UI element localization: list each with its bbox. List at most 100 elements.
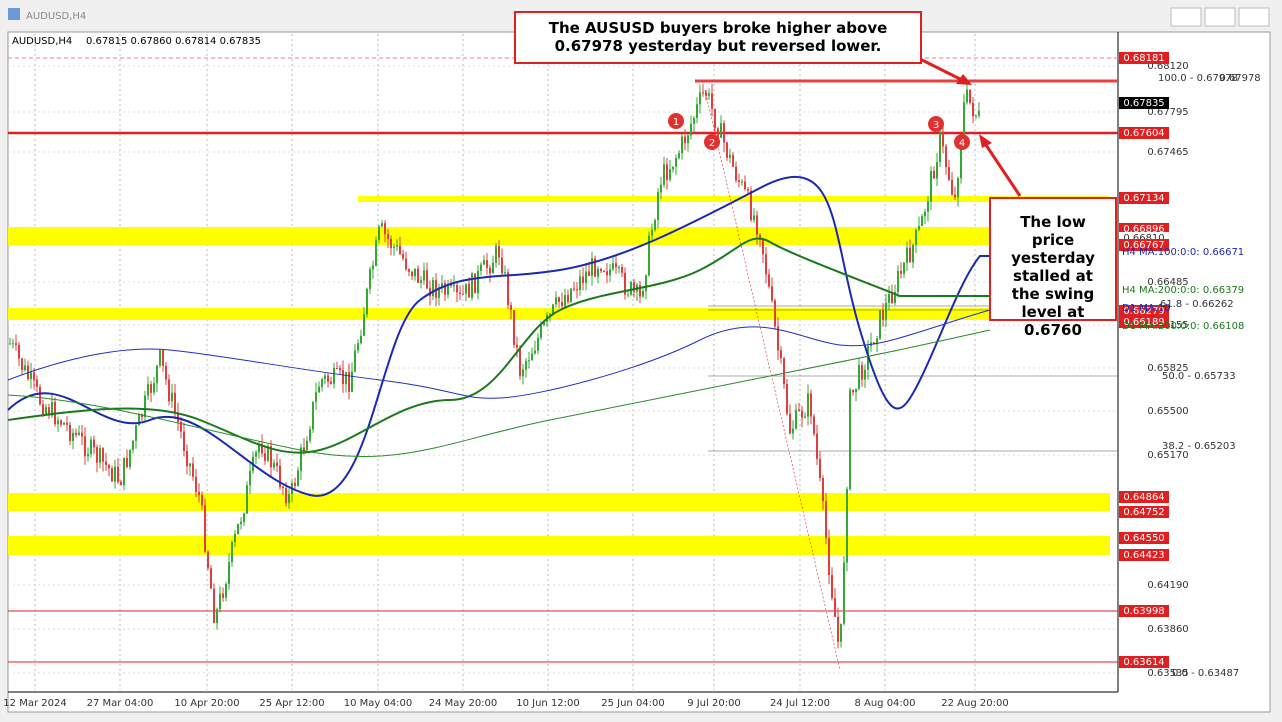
candle-body [789, 413, 791, 434]
candle-body [342, 370, 344, 385]
date-label: 24 May 20:00 [429, 698, 498, 709]
candle-body [597, 268, 599, 277]
candle-body [126, 457, 128, 467]
candle-body [33, 372, 35, 380]
window-icon [8, 8, 20, 20]
candle-body [174, 392, 176, 413]
candle-body [15, 343, 17, 345]
maximize-button[interactable] [1204, 7, 1236, 27]
candle-body [519, 347, 521, 377]
candle-body [768, 274, 770, 287]
candle-body [327, 375, 329, 382]
price-level-label: 0.67604 [1123, 128, 1164, 139]
candle-body [501, 257, 503, 274]
candle-body [750, 190, 752, 221]
price-level-box [1119, 316, 1169, 328]
candle-body [480, 264, 482, 271]
candle-body [198, 492, 200, 496]
candle-body [246, 485, 248, 514]
price-level-box [1119, 127, 1169, 139]
candle-body [129, 449, 131, 467]
candle-body [783, 358, 785, 384]
candle-body [822, 478, 824, 502]
candle-body [738, 180, 740, 183]
price-level-box [1119, 52, 1169, 64]
candle-body [297, 470, 299, 486]
candle-body [582, 276, 584, 284]
price-scale-label: 0.66485 [1147, 277, 1188, 288]
price-level-box [1119, 506, 1169, 518]
candle-body [672, 166, 674, 170]
support-zone [8, 536, 1110, 555]
candle-body [651, 229, 653, 236]
candle-body [549, 313, 551, 315]
candle-body [42, 404, 44, 415]
candle-body [432, 279, 434, 297]
candle-body [144, 395, 146, 417]
candle-body [150, 384, 152, 393]
candle-body [132, 440, 134, 450]
candle-body [948, 167, 950, 180]
candle-body [531, 353, 533, 361]
candle-body [924, 211, 926, 217]
candle-body [447, 284, 449, 295]
candle-body [612, 263, 614, 270]
candle-body [945, 146, 947, 168]
candle-body [84, 436, 86, 457]
candle-body [258, 443, 260, 453]
candle-body [828, 538, 830, 576]
minimize-button[interactable] [1170, 7, 1202, 27]
candle-body [438, 287, 440, 298]
candle-body [381, 223, 383, 227]
candle-body [471, 273, 473, 298]
candle-body [561, 301, 563, 307]
candle-body [21, 358, 23, 371]
candle-body [396, 245, 398, 247]
candle-body [168, 379, 170, 402]
candle-body [939, 131, 941, 163]
candle-body [903, 262, 905, 274]
candle-body [687, 135, 689, 144]
candle-body [624, 272, 626, 295]
candle-body [747, 189, 749, 191]
price-scale-label: 0.68120 [1147, 61, 1188, 72]
candle-body [936, 162, 938, 179]
candle-body [693, 117, 695, 124]
candle-body [792, 428, 794, 434]
candle-body [318, 386, 320, 393]
candle-body [468, 283, 470, 298]
candle-body [483, 260, 485, 265]
candle-body [69, 424, 71, 441]
candle-body [195, 476, 197, 493]
candle-body [405, 258, 407, 270]
candle-body [786, 383, 788, 414]
price-level-box [1119, 532, 1169, 544]
candle-body [888, 294, 890, 303]
candle-body [207, 551, 209, 569]
candle-body [435, 279, 437, 298]
moving-average [7, 237, 990, 454]
candle-body [24, 365, 26, 371]
candle-body [831, 575, 833, 599]
date-label: 27 Mar 04:00 [87, 698, 154, 709]
candle-body [504, 272, 506, 274]
candle-body [372, 265, 374, 270]
close-button[interactable] [1238, 7, 1270, 27]
swing-marker-label: 2 [709, 138, 715, 149]
candle-body [681, 136, 683, 154]
candle-body [378, 226, 380, 241]
swing-marker [954, 134, 970, 150]
price-level-label: 0.66810 [1123, 233, 1164, 244]
moving-average [7, 329, 991, 458]
chart-ohlc: 0.67815 0.67860 0.67814 0.67835 [86, 36, 261, 47]
fib-label: 100.0 - 0.67978 [1158, 73, 1238, 84]
candle-body [648, 235, 650, 276]
candle-body [93, 439, 95, 448]
candle-body [147, 384, 149, 396]
arrow-head [979, 134, 992, 148]
candle-body [675, 157, 677, 167]
candle-body [315, 392, 317, 402]
candle-body [909, 247, 911, 263]
candle-body [717, 128, 719, 138]
candle-body [654, 220, 656, 230]
